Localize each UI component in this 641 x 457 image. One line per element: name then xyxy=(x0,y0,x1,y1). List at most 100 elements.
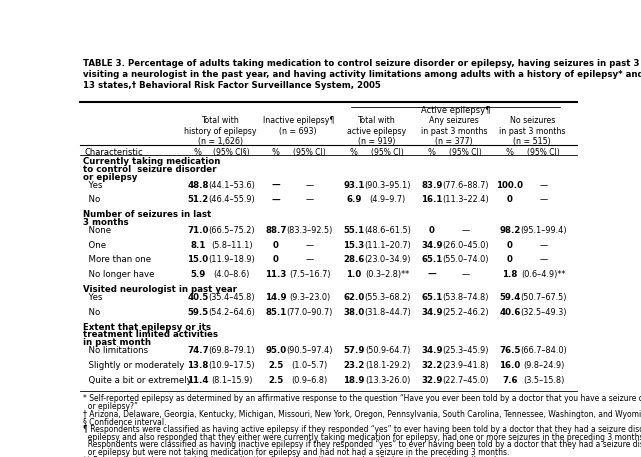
Text: (53.8–74.8): (53.8–74.8) xyxy=(442,293,489,302)
Text: 0: 0 xyxy=(273,241,279,250)
Text: 98.2: 98.2 xyxy=(499,226,520,235)
Text: %: % xyxy=(272,148,280,157)
Text: 8.1: 8.1 xyxy=(190,241,206,250)
Text: —: — xyxy=(540,181,547,190)
Text: ¶ Respondents were classified as having active epilepsy if they responded “yes” : ¶ Respondents were classified as having … xyxy=(83,425,641,434)
Text: No limitations: No limitations xyxy=(83,346,147,355)
Text: —: — xyxy=(428,270,437,279)
Text: 16.0: 16.0 xyxy=(499,361,520,370)
Text: (7.5–16.7): (7.5–16.7) xyxy=(289,270,330,279)
Text: —: — xyxy=(540,255,547,265)
Text: (46.4–55.9): (46.4–55.9) xyxy=(208,196,255,204)
Text: (95% CI§): (95% CI§) xyxy=(213,148,250,157)
Text: 55.1: 55.1 xyxy=(344,226,365,235)
Text: (18.1-29.2): (18.1-29.2) xyxy=(365,361,410,370)
Text: 48.8: 48.8 xyxy=(187,181,208,190)
Text: 15.0: 15.0 xyxy=(187,255,208,265)
Text: 32.9: 32.9 xyxy=(421,376,442,385)
Text: 65.1: 65.1 xyxy=(421,255,442,265)
Text: No seizures
in past 3 months
(n = 515): No seizures in past 3 months (n = 515) xyxy=(499,117,565,146)
Text: %: % xyxy=(428,148,436,157)
Text: (10.9–17.5): (10.9–17.5) xyxy=(208,361,255,370)
Text: Respondents were classified as having inactive epilepsy if they responded “yes” : Respondents were classified as having in… xyxy=(83,441,641,449)
Text: Characteristic: Characteristic xyxy=(84,148,143,157)
Text: (95% CI): (95% CI) xyxy=(449,148,482,157)
Text: 74.7: 74.7 xyxy=(187,346,209,355)
Text: —: — xyxy=(462,226,470,235)
Text: 0: 0 xyxy=(429,226,435,235)
Text: (95% CI): (95% CI) xyxy=(528,148,560,157)
Text: (32.5–49.3): (32.5–49.3) xyxy=(520,308,567,317)
Text: 18.9: 18.9 xyxy=(343,376,365,385)
Text: Currently taking medication: Currently taking medication xyxy=(83,157,220,166)
Text: § Confidence interval.: § Confidence interval. xyxy=(83,417,166,426)
Text: (95% CI): (95% CI) xyxy=(294,148,326,157)
Text: —: — xyxy=(462,270,470,279)
Text: (44.1–53.6): (44.1–53.6) xyxy=(208,181,255,190)
Text: Yes: Yes xyxy=(83,293,102,302)
Text: —: — xyxy=(272,181,280,190)
Text: (90.5–97.4): (90.5–97.4) xyxy=(287,346,333,355)
Text: (9.3–23.0): (9.3–23.0) xyxy=(289,293,330,302)
Text: 88.7: 88.7 xyxy=(265,226,287,235)
Text: (22.7–45.0): (22.7–45.0) xyxy=(442,376,489,385)
Text: %: % xyxy=(506,148,514,157)
Text: —: — xyxy=(540,241,547,250)
Text: 83.9: 83.9 xyxy=(421,181,442,190)
Text: (8.1–15.9): (8.1–15.9) xyxy=(211,376,253,385)
Text: No longer have: No longer have xyxy=(83,270,154,279)
Text: —: — xyxy=(306,241,313,250)
Text: to control  seizure disorder: to control seizure disorder xyxy=(83,165,216,174)
Text: (77.0–90.7): (77.0–90.7) xyxy=(287,308,333,317)
Text: (95.1–99.4): (95.1–99.4) xyxy=(520,226,567,235)
Text: (54.2–64.6): (54.2–64.6) xyxy=(208,308,255,317)
Text: —: — xyxy=(540,196,547,204)
Text: in past month: in past month xyxy=(83,338,151,347)
Text: 28.6: 28.6 xyxy=(343,255,365,265)
Text: More than one: More than one xyxy=(83,255,151,265)
Text: 40.6: 40.6 xyxy=(499,308,520,317)
Text: 1.0: 1.0 xyxy=(346,270,362,279)
Text: 13.8: 13.8 xyxy=(187,361,208,370)
Text: 15.3: 15.3 xyxy=(343,241,365,250)
Text: 59.4: 59.4 xyxy=(499,293,520,302)
Text: 38.0: 38.0 xyxy=(343,308,365,317)
Text: 71.0: 71.0 xyxy=(187,226,208,235)
Text: Total with
active epilepsy
(n = 919): Total with active epilepsy (n = 919) xyxy=(347,117,406,146)
Text: 23.2: 23.2 xyxy=(343,361,365,370)
Text: or epilepsy: or epilepsy xyxy=(83,173,137,181)
Text: 40.5: 40.5 xyxy=(187,293,208,302)
Text: 2.5: 2.5 xyxy=(268,361,283,370)
Text: (25.2–46.2): (25.2–46.2) xyxy=(442,308,489,317)
Text: (69.8–79.1): (69.8–79.1) xyxy=(208,346,255,355)
Text: TABLE 3. Percentage of adults taking medication to control seizure disorder or e: TABLE 3. Percentage of adults taking med… xyxy=(83,59,641,90)
Text: (11.9–18.9): (11.9–18.9) xyxy=(208,255,255,265)
Text: † Arizona, Delaware, Georgia, Kentucky, Michigan, Missouri, New York, Oregon, Pe: † Arizona, Delaware, Georgia, Kentucky, … xyxy=(83,409,641,419)
Text: 0: 0 xyxy=(273,255,279,265)
Text: or epilepsy?”: or epilepsy?” xyxy=(83,402,137,411)
Text: —: — xyxy=(306,255,313,265)
Text: (4.9–9.7): (4.9–9.7) xyxy=(369,196,406,204)
Text: * Self-reported epilepsy as determined by an affirmative response to the questio: * Self-reported epilepsy as determined b… xyxy=(83,394,641,403)
Text: (50.7–67.5): (50.7–67.5) xyxy=(520,293,567,302)
Text: Quite a bit or extremely: Quite a bit or extremely xyxy=(83,376,192,385)
Text: 51.2: 51.2 xyxy=(187,196,208,204)
Text: 59.5: 59.5 xyxy=(187,308,208,317)
Text: 1.8: 1.8 xyxy=(502,270,517,279)
Text: 85.1: 85.1 xyxy=(265,308,287,317)
Text: 76.5: 76.5 xyxy=(499,346,520,355)
Text: or epilepsy but were not taking medication for epilepsy and had not had a seizur: or epilepsy but were not taking medicati… xyxy=(83,448,509,457)
Text: 34.9: 34.9 xyxy=(421,346,442,355)
Text: Extent that epilepsy or its: Extent that epilepsy or its xyxy=(83,323,211,332)
Text: 62.0: 62.0 xyxy=(343,293,365,302)
Text: %: % xyxy=(350,148,358,157)
Text: (66.7–84.0): (66.7–84.0) xyxy=(520,346,567,355)
Text: treatment limited activities: treatment limited activities xyxy=(83,330,217,340)
Text: epilepsy and also responded that they either were currently taking medication fo: epilepsy and also responded that they ei… xyxy=(83,433,641,441)
Text: (48.6–61.5): (48.6–61.5) xyxy=(364,226,411,235)
Text: 3 months: 3 months xyxy=(83,218,128,227)
Text: 6.9: 6.9 xyxy=(346,196,362,204)
Text: One: One xyxy=(83,241,106,250)
Text: No: No xyxy=(83,308,100,317)
Text: (0.9–6.8): (0.9–6.8) xyxy=(292,376,328,385)
